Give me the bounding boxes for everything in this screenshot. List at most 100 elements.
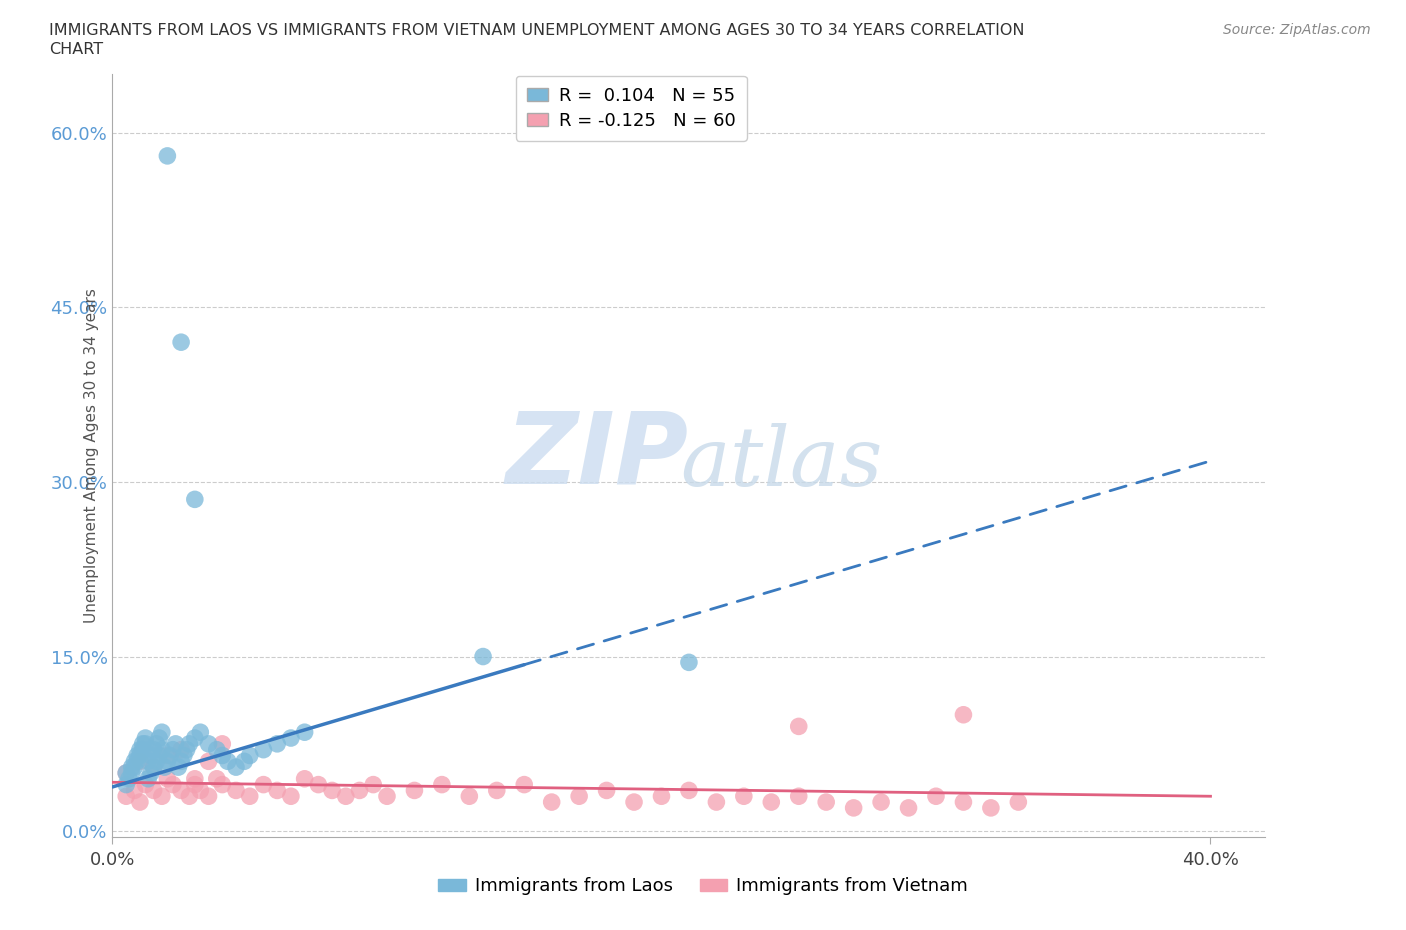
Point <box>156 754 179 769</box>
Point <box>156 149 179 164</box>
Point <box>156 748 179 763</box>
Point <box>129 794 152 809</box>
Point <box>115 789 138 804</box>
Point <box>173 748 195 763</box>
Point <box>205 742 228 757</box>
Point <box>225 760 247 775</box>
Point <box>225 783 247 798</box>
Point <box>115 765 138 780</box>
Point <box>349 783 371 798</box>
Text: atlas: atlas <box>681 423 883 503</box>
Point <box>266 737 288 751</box>
Point <box>142 760 165 775</box>
Point <box>197 754 219 769</box>
Text: ZIP: ZIP <box>505 407 688 504</box>
Point <box>335 789 357 804</box>
Point <box>188 724 211 739</box>
Point <box>167 760 190 775</box>
Y-axis label: Unemployment Among Ages 30 to 34 years: Unemployment Among Ages 30 to 34 years <box>83 288 98 623</box>
Point <box>280 731 302 746</box>
Point <box>540 794 562 809</box>
Text: IMMIGRANTS FROM LAOS VS IMMIGRANTS FROM VIETNAM UNEMPLOYMENT AMONG AGES 30 TO 34: IMMIGRANTS FROM LAOS VS IMMIGRANTS FROM … <box>49 23 1025 38</box>
Point <box>145 754 167 769</box>
Point <box>678 655 700 670</box>
Point <box>142 760 165 775</box>
Point <box>179 789 201 804</box>
Point <box>952 708 974 723</box>
Point <box>150 742 173 757</box>
Point <box>870 794 893 809</box>
Point <box>188 783 211 798</box>
Point <box>1007 794 1029 809</box>
Point <box>925 789 948 804</box>
Point <box>136 754 159 769</box>
Point <box>294 771 316 786</box>
Point <box>239 789 262 804</box>
Point <box>121 760 143 775</box>
Point <box>321 783 343 798</box>
Point <box>706 794 728 809</box>
Point <box>184 492 207 507</box>
Point <box>121 765 143 780</box>
Point <box>129 748 152 763</box>
Point <box>136 771 159 786</box>
Point <box>184 731 207 746</box>
Point <box>568 789 591 804</box>
Point <box>678 783 700 798</box>
Point <box>217 754 239 769</box>
Point <box>131 737 153 751</box>
Point <box>595 783 617 798</box>
Point <box>150 789 173 804</box>
Point <box>952 794 974 809</box>
Point <box>375 789 398 804</box>
Point <box>148 748 170 763</box>
Point <box>142 742 165 757</box>
Point <box>787 789 810 804</box>
Point <box>294 724 316 739</box>
Point <box>156 771 179 786</box>
Point <box>118 771 141 786</box>
Point <box>142 783 165 798</box>
Point <box>239 748 262 763</box>
Point <box>815 794 838 809</box>
Point <box>211 748 233 763</box>
Point <box>131 742 153 757</box>
Point <box>205 771 228 786</box>
Point <box>842 801 865 816</box>
Point <box>170 783 193 798</box>
Point <box>139 765 162 780</box>
Point <box>733 789 755 804</box>
Point <box>404 783 426 798</box>
Point <box>184 771 207 786</box>
Point <box>134 737 156 751</box>
Point <box>150 724 173 739</box>
Point <box>129 742 152 757</box>
Point <box>211 777 233 792</box>
Point <box>787 719 810 734</box>
Point <box>650 789 672 804</box>
Point <box>170 742 193 757</box>
Point <box>165 737 187 751</box>
Point <box>252 777 274 792</box>
Point <box>307 777 329 792</box>
Point <box>179 737 201 751</box>
Point <box>233 754 256 769</box>
Point <box>153 760 176 775</box>
Point <box>139 748 162 763</box>
Point <box>148 731 170 746</box>
Point <box>162 777 184 792</box>
Point <box>176 742 198 757</box>
Point <box>980 801 1002 816</box>
Point <box>211 737 233 751</box>
Point <box>197 737 219 751</box>
Point <box>170 754 193 769</box>
Point <box>485 783 508 798</box>
Point <box>266 783 288 798</box>
Point <box>162 742 184 757</box>
Point <box>159 748 181 763</box>
Point <box>513 777 536 792</box>
Point <box>280 789 302 804</box>
Point <box>361 777 384 792</box>
Point <box>124 783 146 798</box>
Point <box>458 789 481 804</box>
